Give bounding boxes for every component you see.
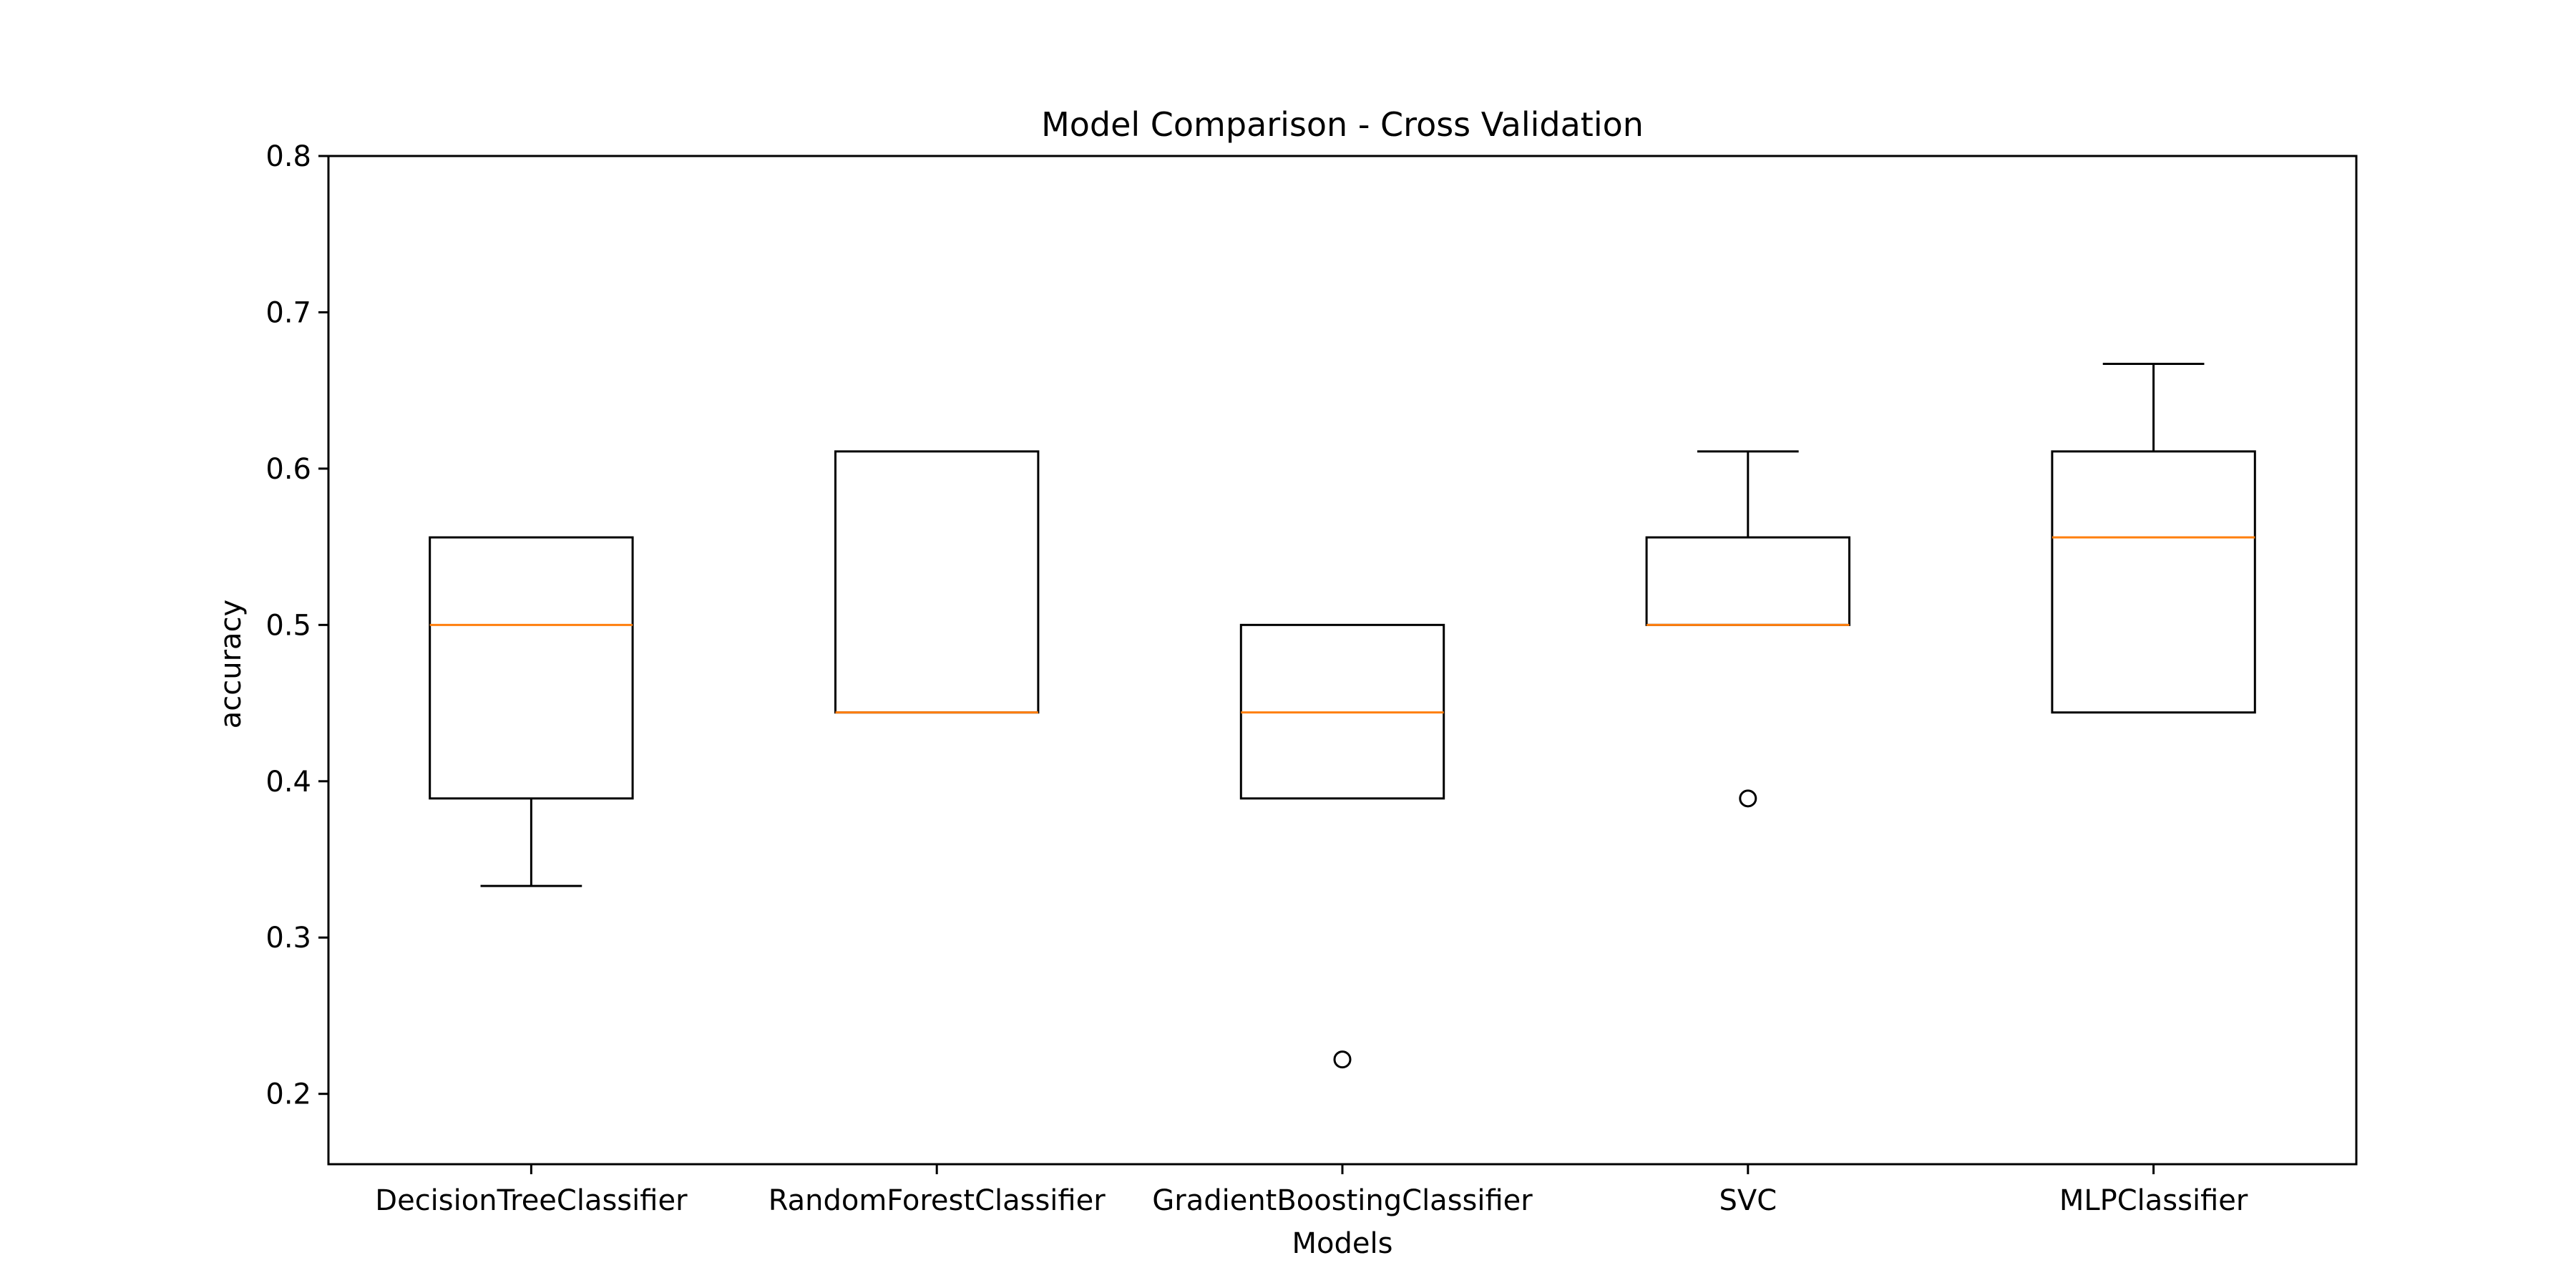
- box-mlpclassifier: [2051, 363, 2256, 714]
- box-body: [2051, 450, 2256, 714]
- y-tick-label: 0.8: [265, 140, 311, 173]
- outlier-point: [1333, 1050, 1352, 1069]
- box-body: [834, 450, 1040, 714]
- x-tick-label: DecisionTreeClassifier: [375, 1184, 688, 1217]
- box-series: [429, 363, 2256, 1069]
- box-randomforestclassifier: [834, 450, 1040, 714]
- x-tick-label: MLPClassifier: [2059, 1184, 2248, 1217]
- y-tick-label: 0.4: [265, 766, 311, 799]
- chart-title: Model Comparison - Cross Validation: [1041, 105, 1644, 144]
- y-axis: 0.2 0.3 0.4 0.5 0.6 0.7 0.8: [265, 140, 328, 1111]
- outlier-point: [1739, 789, 1757, 808]
- y-tick-label: 0.7: [265, 296, 311, 329]
- x-tick-label: GradientBoostingClassifier: [1152, 1184, 1533, 1217]
- box-decisiontreeclassifier: [429, 536, 634, 887]
- x-tick-label: RandomForestClassifier: [769, 1184, 1106, 1217]
- y-tick-label: 0.6: [265, 453, 311, 486]
- x-axis-label: Models: [1292, 1227, 1393, 1260]
- box-svc: [1645, 450, 1851, 808]
- y-tick-label: 0.3: [265, 922, 311, 955]
- y-tick-label: 0.5: [265, 609, 311, 642]
- box-body: [1645, 536, 1851, 626]
- y-tick-label: 0.2: [265, 1078, 311, 1111]
- x-axis: DecisionTreeClassifier RandomForestClassi…: [375, 1164, 2248, 1217]
- y-axis-label: accuracy: [215, 600, 248, 728]
- box-body: [429, 536, 634, 800]
- x-tick-label: SVC: [1719, 1184, 1777, 1217]
- box-gradientboostingclassifier: [1239, 623, 1445, 1069]
